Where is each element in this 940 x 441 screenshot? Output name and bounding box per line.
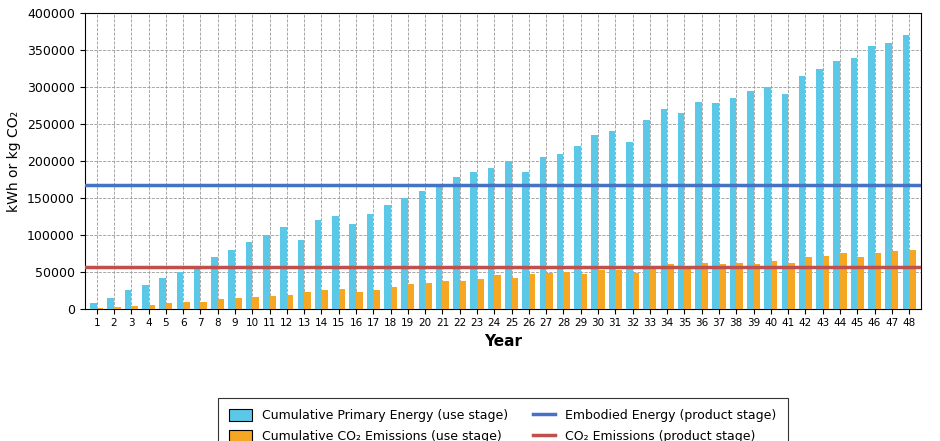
Bar xyxy=(263,235,270,309)
Bar xyxy=(384,206,390,309)
Bar xyxy=(114,307,120,309)
Bar xyxy=(367,214,373,309)
Bar xyxy=(252,297,258,309)
Bar xyxy=(857,257,864,309)
Bar xyxy=(425,283,431,309)
Bar xyxy=(781,94,788,309)
Bar xyxy=(678,113,684,309)
Bar xyxy=(505,161,511,309)
Bar xyxy=(909,250,916,309)
Bar xyxy=(574,146,581,309)
Bar xyxy=(270,296,276,309)
Bar xyxy=(436,187,443,309)
Bar xyxy=(540,157,546,309)
Bar xyxy=(902,35,909,309)
Bar xyxy=(806,257,812,309)
Bar xyxy=(350,224,356,309)
Bar xyxy=(650,267,656,309)
Bar xyxy=(373,290,380,309)
Bar xyxy=(418,191,425,309)
Bar xyxy=(523,172,529,309)
Bar xyxy=(408,284,415,309)
Bar xyxy=(667,265,674,309)
Bar xyxy=(885,43,892,309)
Bar xyxy=(729,98,736,309)
Bar xyxy=(822,255,829,309)
Bar xyxy=(338,289,345,309)
Bar xyxy=(771,261,777,309)
Bar xyxy=(460,280,466,309)
Bar xyxy=(132,306,138,309)
Bar xyxy=(477,279,483,309)
Bar xyxy=(470,172,477,309)
Bar xyxy=(834,61,840,309)
Bar xyxy=(701,263,708,309)
Bar xyxy=(235,298,242,309)
Bar xyxy=(488,168,494,309)
Bar xyxy=(159,278,165,309)
Bar xyxy=(556,153,563,309)
Bar xyxy=(719,265,726,309)
Bar xyxy=(305,292,311,309)
Bar xyxy=(546,273,553,309)
Bar xyxy=(453,177,460,309)
Bar xyxy=(443,281,449,309)
Bar xyxy=(165,303,172,309)
Bar xyxy=(125,290,132,309)
Bar xyxy=(212,257,218,309)
Bar xyxy=(390,287,397,309)
Bar xyxy=(713,103,719,309)
Bar xyxy=(868,46,874,309)
Bar xyxy=(799,76,806,309)
Bar xyxy=(149,305,155,309)
Bar xyxy=(511,278,518,309)
Bar xyxy=(287,295,293,309)
Bar xyxy=(194,268,200,309)
Bar xyxy=(563,272,570,309)
Bar xyxy=(245,242,252,309)
Bar xyxy=(591,135,598,309)
Bar xyxy=(200,302,207,309)
Bar xyxy=(874,253,881,309)
Bar xyxy=(747,91,754,309)
Bar xyxy=(401,198,408,309)
Bar xyxy=(626,142,633,309)
Bar xyxy=(661,109,667,309)
Bar xyxy=(695,102,701,309)
Bar xyxy=(107,298,114,309)
Bar xyxy=(177,272,183,309)
Bar xyxy=(616,270,622,309)
Bar xyxy=(609,131,616,309)
Bar xyxy=(321,290,328,309)
Bar xyxy=(684,266,691,309)
Bar xyxy=(90,303,97,309)
Bar xyxy=(816,69,822,309)
Bar xyxy=(529,274,536,309)
Bar xyxy=(643,120,650,309)
Bar xyxy=(142,285,149,309)
Bar xyxy=(315,220,321,309)
Bar xyxy=(892,251,899,309)
Bar xyxy=(788,263,794,309)
Bar xyxy=(218,299,225,309)
Bar xyxy=(581,274,588,309)
Bar xyxy=(736,263,743,309)
Bar xyxy=(840,253,847,309)
Bar xyxy=(754,265,760,309)
Bar xyxy=(298,240,305,309)
Bar xyxy=(633,273,639,309)
Bar xyxy=(598,270,604,309)
X-axis label: Year: Year xyxy=(484,334,522,349)
Bar xyxy=(97,307,103,309)
Bar xyxy=(494,276,501,309)
Bar xyxy=(228,250,235,309)
Bar xyxy=(183,302,190,309)
Y-axis label: kWh or kg CO₂: kWh or kg CO₂ xyxy=(8,110,22,212)
Bar xyxy=(851,57,857,309)
Bar xyxy=(280,228,287,309)
Bar xyxy=(764,87,771,309)
Bar xyxy=(356,292,363,309)
Bar xyxy=(332,217,338,309)
Legend: Cumulative Primary Energy (use stage), Cumulative CO₂ Emissions (use stage), Emb: Cumulative Primary Energy (use stage), C… xyxy=(218,398,788,441)
